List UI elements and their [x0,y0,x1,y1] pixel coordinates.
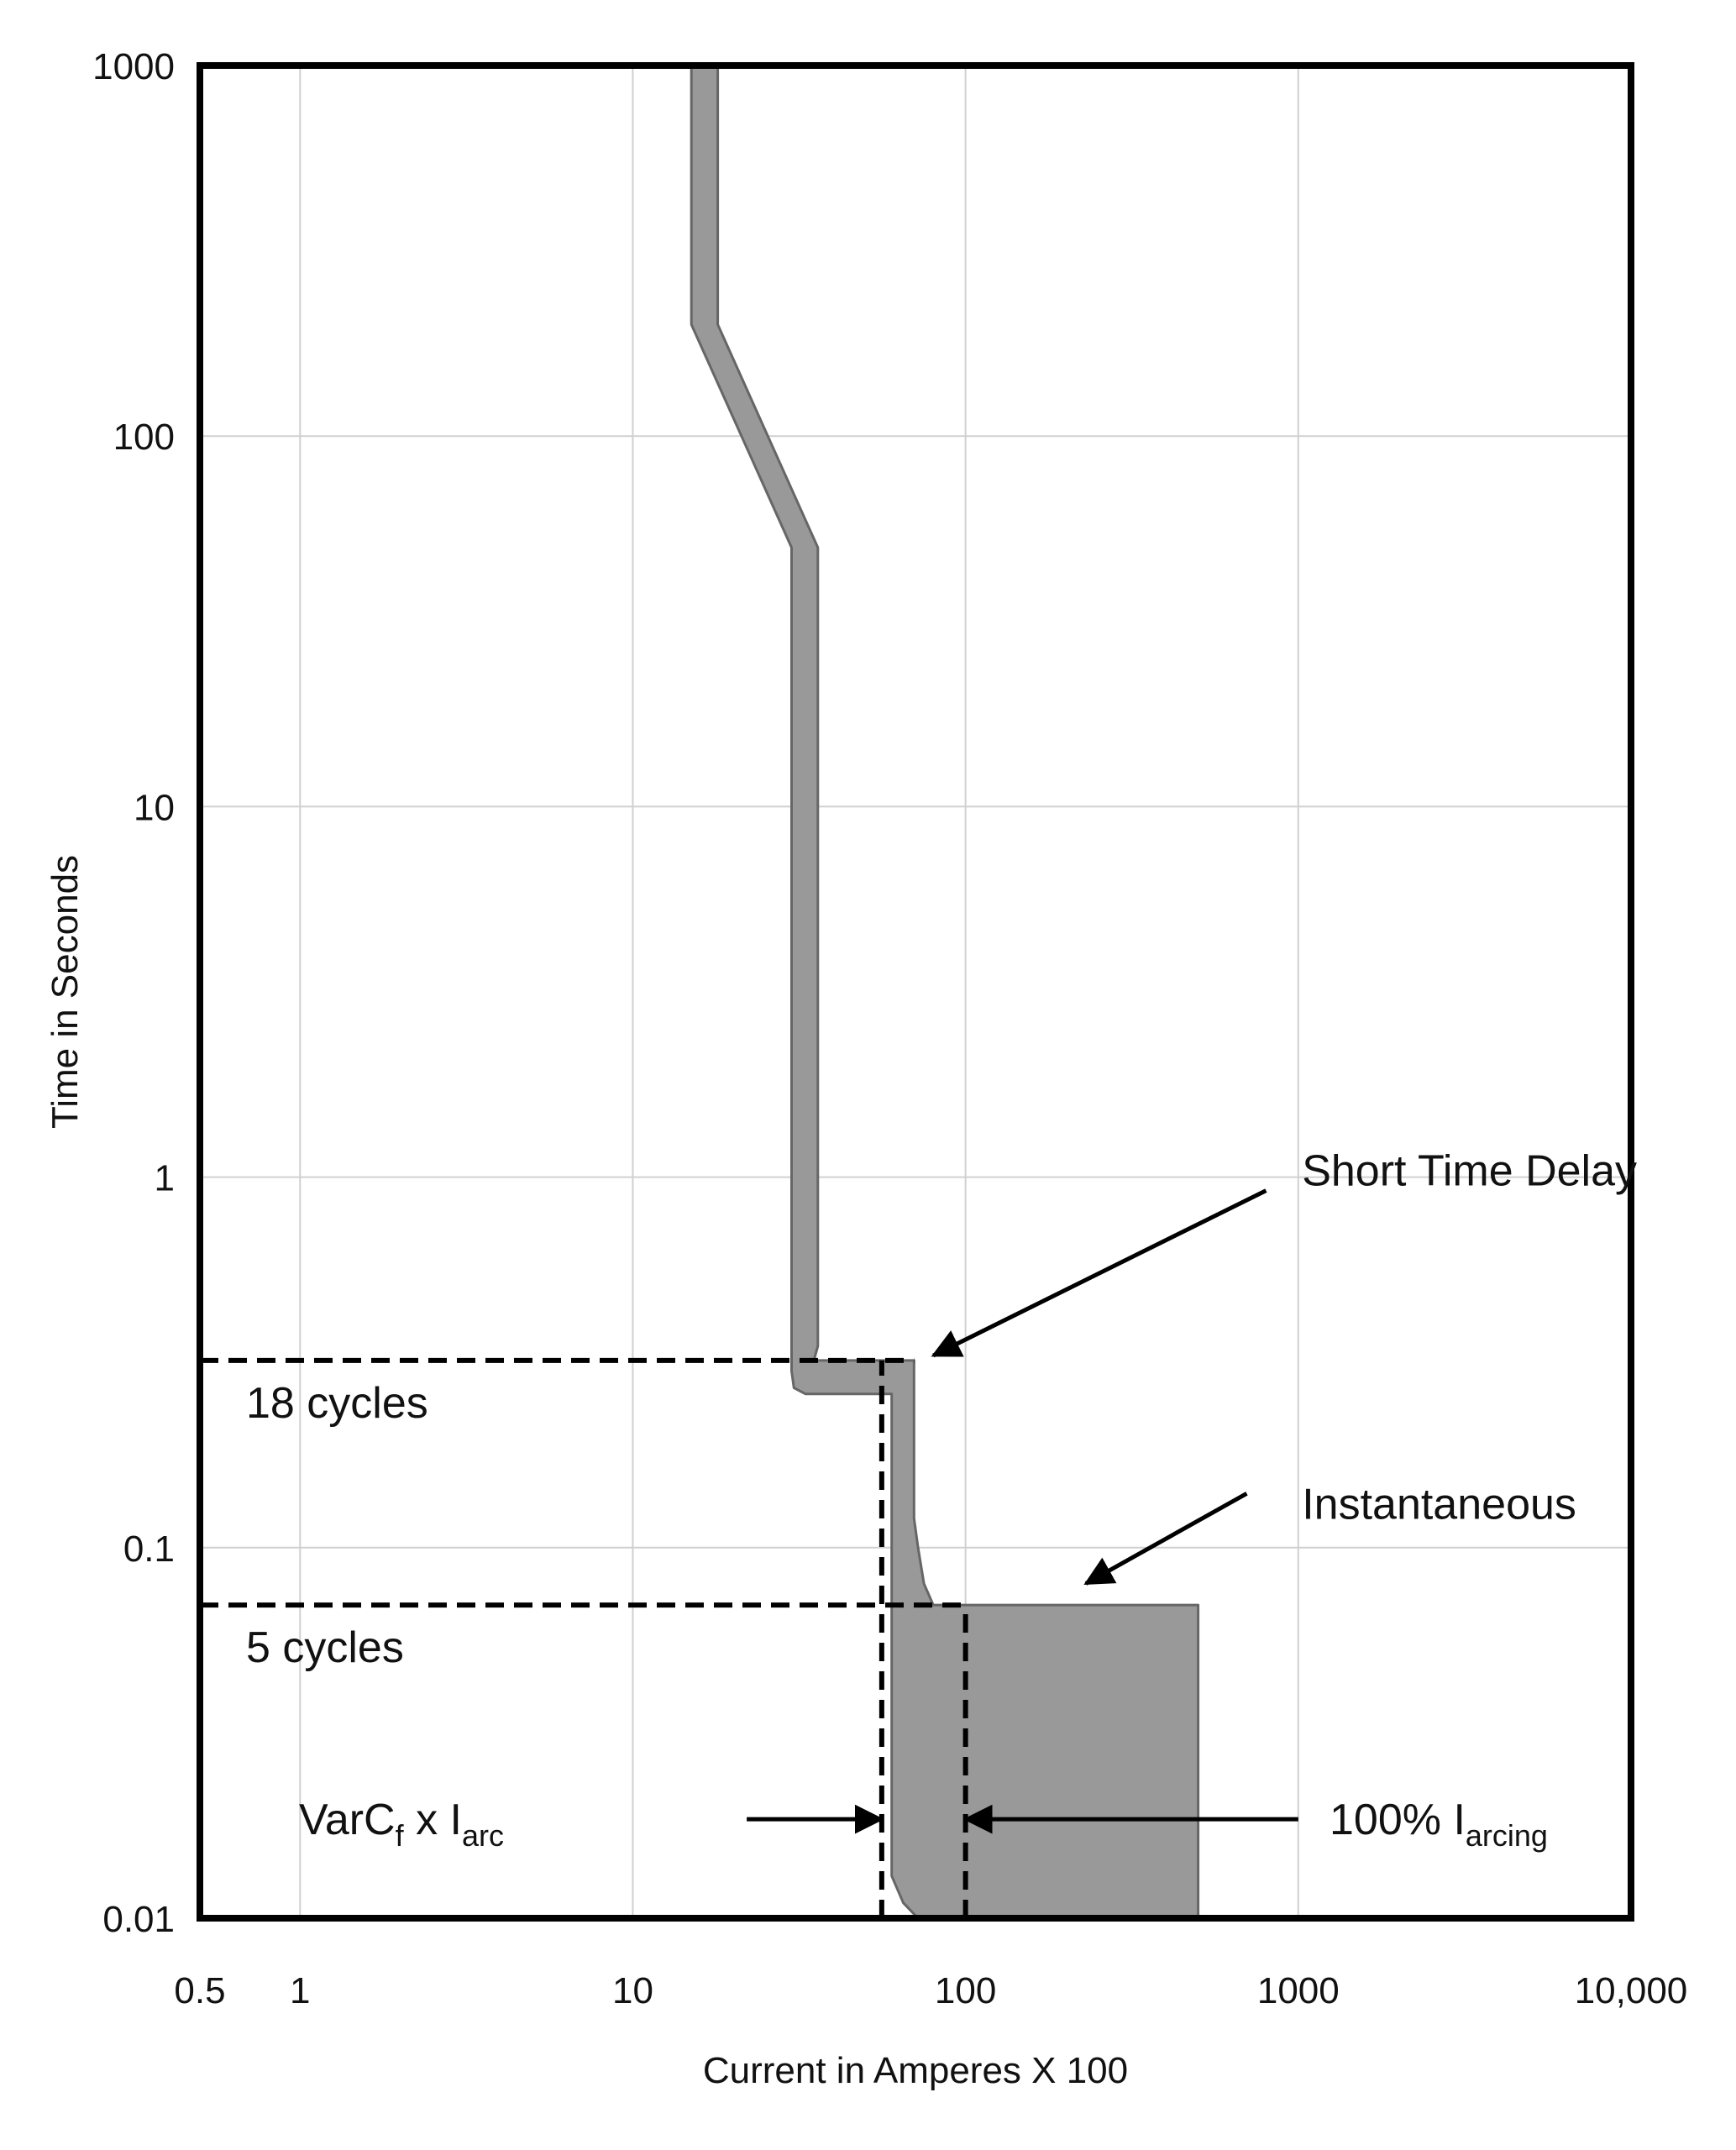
x-tick-labels: 0.5 1 10 100 1000 10,000 [174,1970,1687,2011]
trip-band-layer [690,66,1200,1918]
annotation-100-iarcing: 100% Iarcing [1330,1796,1548,1853]
annotation-text-part: arc [462,1818,504,1853]
annotation-short-time-delay: Short Time Delay [1302,1147,1637,1196]
x-axis-title: Current in Amperes X 100 [703,2050,1128,2091]
x-tick-label: 0.5 [174,1970,225,2011]
annotation-varcf-iarc: VarCf x Iarc [299,1796,504,1853]
x-tick-label: 10,000 [1575,1970,1688,2011]
y-tick-label: 1000 [92,46,175,87]
y-tick-label: 1 [155,1158,175,1199]
grid-lines [200,66,1631,1918]
annotation-arrow [1083,1492,1248,1586]
y-tick-label: 0.1 [123,1529,175,1570]
x-tick-label: 1 [290,1970,310,2011]
annotation-arrow [931,1188,1267,1358]
reference-line-label: 18 cycles [246,1379,428,1428]
y-tick-label: 100 [113,417,175,458]
plot-frame [197,62,1634,1922]
trip-curve-band [690,66,1200,1918]
annotation-text-part: arcing [1466,1818,1548,1853]
reference-line-label: 5 cycles [246,1623,404,1672]
annotation-text-part: x I [404,1796,462,1844]
y-tick-label: 10 [134,787,175,828]
annotation-text-part: f [396,1818,405,1853]
annotation-text-part: 100% I [1330,1796,1466,1844]
annotation-instantaneous: Instantaneous [1302,1481,1576,1529]
y-axis-title: Time in Seconds [45,855,86,1129]
x-tick-label: 1000 [1257,1970,1340,2011]
x-tick-label: 10 [612,1970,653,2011]
reference-lines-layer: 18 cycles 5 cycles [200,1357,968,1918]
y-tick-labels: 1000 100 10 1 0.1 0.01 [92,46,175,1940]
x-tick-label: 100 [935,1970,996,2011]
annotation-text-part: VarC [299,1796,396,1844]
y-tick-label: 0.01 [102,1899,175,1940]
